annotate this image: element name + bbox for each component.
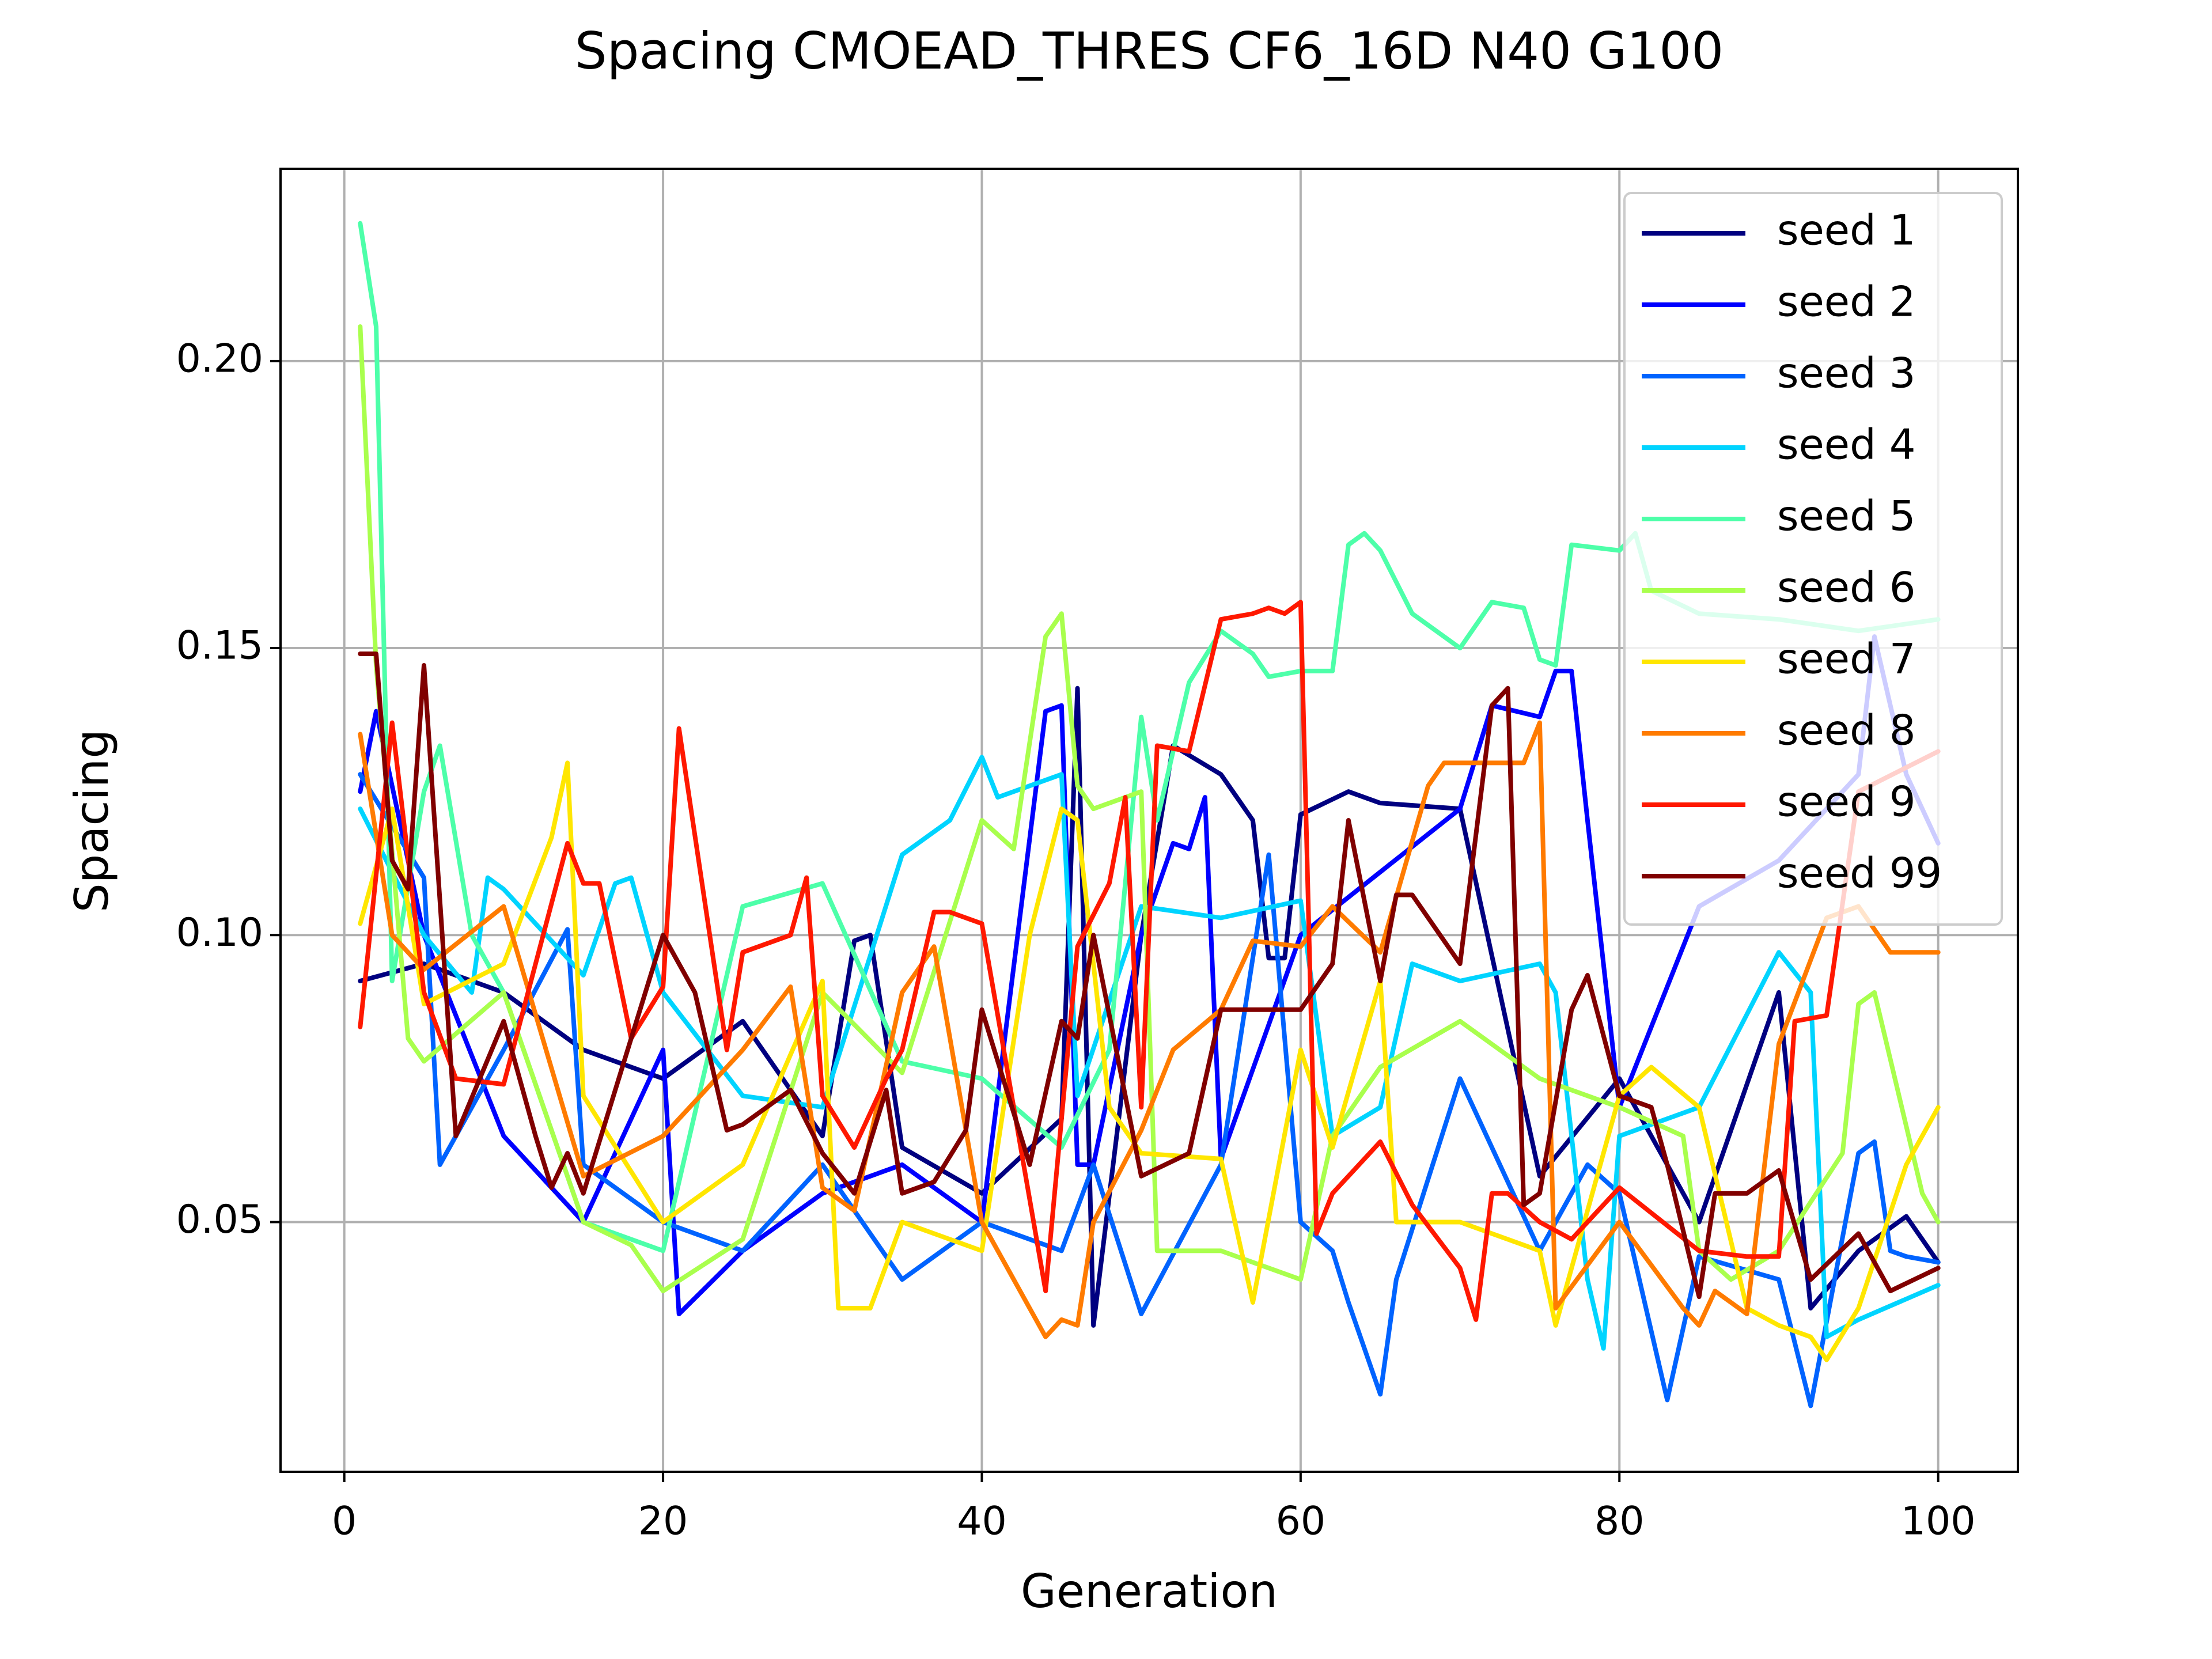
series-line-seed-7: [358, 760, 1941, 1362]
series-line-seed-9: [358, 600, 1941, 1322]
legend-label: seed 99: [1777, 849, 1942, 897]
x-tick-label: 0: [332, 1499, 357, 1544]
legend-label: seed 3: [1777, 349, 1916, 397]
chart-title: Spacing CMOEAD_THRES CF6_16D N40 G100: [575, 21, 1724, 81]
x-tick-label: 60: [1276, 1499, 1326, 1544]
series-line-seed-8: [358, 720, 1941, 1339]
legend-label: seed 6: [1777, 563, 1916, 612]
x-axis-label: Generation: [1021, 1565, 1278, 1618]
x-tick-label: 80: [1594, 1499, 1645, 1544]
legend-label: seed 2: [1777, 278, 1916, 326]
axis-ticks: 0 20 40 60 80 100 0.05 0.10 0.15 0.20: [176, 336, 1976, 1544]
x-tick-label: 20: [638, 1499, 688, 1544]
series-line-seed-3: [358, 772, 1941, 1408]
legend-label: seed 4: [1777, 421, 1916, 469]
y-tick-label: 0.05: [176, 1197, 263, 1243]
series-line-seed-2: [358, 634, 1941, 1316]
y-tick-label: 0.20: [176, 336, 263, 381]
x-tick-label: 100: [1901, 1499, 1976, 1544]
x-tick-label: 40: [957, 1499, 1007, 1544]
legend-label: seed 5: [1777, 492, 1916, 540]
plot-frame: [279, 168, 2019, 1473]
series-lines: [358, 221, 1941, 1408]
series-line-seed-99: [358, 652, 1941, 1300]
legend: seed 1 seed 2 seed 3 seed 4 seed 5 seed 6 seed…: [1623, 192, 2003, 926]
series-line-seed-6: [358, 324, 1941, 1294]
legend-label: seed 8: [1777, 706, 1916, 755]
series-line-seed-1: [358, 685, 1941, 1328]
y-tick-label: 0.15: [176, 623, 263, 669]
legend-label: seed 7: [1777, 635, 1916, 683]
y-tick-label: 0.10: [176, 910, 263, 956]
legend-label: seed 9: [1777, 778, 1916, 826]
y-axis-label: Spacing: [65, 729, 119, 912]
legend-label: seed 1: [1777, 206, 1916, 255]
